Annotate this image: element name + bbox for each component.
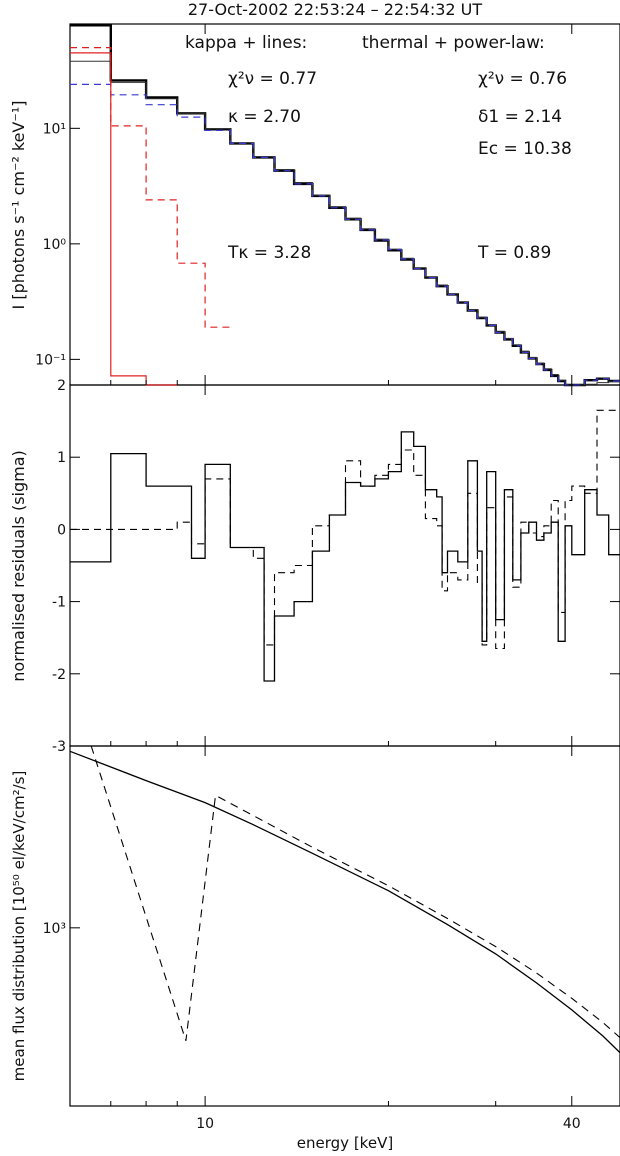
spectrum-ytick-label-0: 10⁻¹ — [35, 352, 66, 368]
left-header: kappa + lines: — [185, 33, 307, 53]
residual-ytick-label-4: -2 — [52, 667, 66, 683]
right-header: thermal + power-law: — [362, 33, 545, 53]
spectrum-ytick-label-1: 10⁰ — [43, 237, 67, 253]
ec-value: Ec = 10.38 — [478, 139, 572, 159]
t-right: T = 0.89 — [477, 243, 551, 263]
t-kappa: Tκ = 3.28 — [227, 243, 311, 263]
flux-series-1 — [90, 745, 620, 1041]
spectrum-ytick-label-2: 10¹ — [43, 121, 66, 137]
flux-series-0 — [69, 750, 620, 1054]
residual-ytick-label-2: 0 — [57, 522, 66, 538]
flux-ytick-label-0: 10³ — [43, 921, 66, 937]
ylabel-spectrum: I [photons s⁻¹ cm⁻² keV⁻¹] — [9, 101, 28, 310]
residual-ytick-label-5: -3 — [52, 739, 66, 755]
residual-series-1 — [70, 409, 620, 650]
panel-flux-frame — [69, 745, 620, 1107]
xtick-label-1: 40 — [563, 1116, 581, 1132]
delta1-value: δ1 = 2.14 — [478, 107, 562, 127]
ylabel-flux: mean flux distribution [10⁵⁰ el/keV/cm²/… — [10, 771, 28, 1082]
xlabel-energy: energy [keV] — [297, 1134, 393, 1152]
spectrum-series-4 — [70, 47, 231, 328]
spectrum-series-2 — [70, 83, 620, 386]
xtick-label-0: 10 — [196, 1116, 214, 1132]
chi-left: χ²ν = 0.77 — [228, 69, 317, 89]
chart-title: 27-Oct-2002 22:53:24 – 22:54:32 UT — [188, 0, 483, 19]
panel-residuals-frame — [69, 384, 620, 747]
spectrum-series-3 — [70, 52, 178, 386]
residual-ytick-label-1: 1 — [57, 450, 66, 466]
kappa-value: κ = 2.70 — [228, 107, 301, 127]
residual-ytick-label-0: 2 — [57, 378, 66, 394]
chi-right: χ²ν = 0.76 — [478, 69, 567, 89]
residual-ytick-label-3: -1 — [52, 595, 66, 611]
ylabel-residuals: normalised residuals (sigma) — [9, 450, 28, 682]
